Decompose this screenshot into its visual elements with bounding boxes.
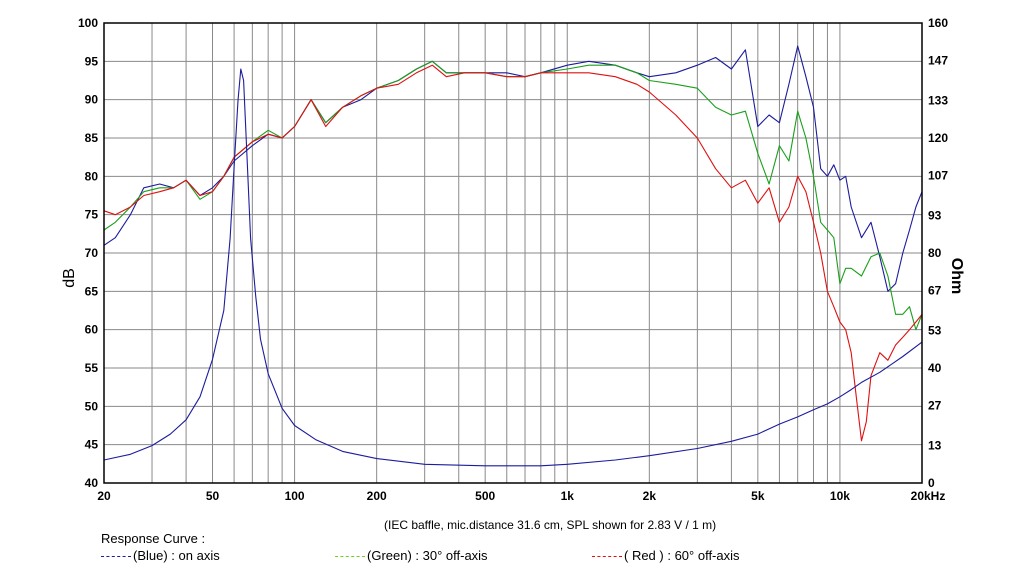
grid — [103, 22, 923, 484]
legend-label-red: ( Red ) : 60° off-axis — [624, 548, 740, 563]
impedance-curve — [103, 68, 923, 467]
right-tick-label: 80 — [928, 246, 942, 260]
x-tick-label: 10k — [830, 489, 850, 503]
left-tick-label: 75 — [85, 208, 99, 222]
right-tick-label: 107 — [928, 168, 948, 182]
response-curve-2 — [103, 64, 923, 442]
legend-label-blue: (Blue) : on axis — [133, 548, 220, 563]
x-tick-label: 500 — [475, 489, 495, 503]
left-tick-label: 95 — [85, 54, 99, 68]
x-tick-label: 200 — [367, 489, 387, 503]
right-tick-label: 160 — [928, 16, 948, 30]
left-tick-label: 40 — [85, 476, 99, 490]
measurement-caption: (IEC baffle, mic.distance 31.6 cm, SPL s… — [384, 518, 717, 532]
x-tick-label: 20 — [97, 489, 111, 503]
legend-item-red: ( Red ) : 60° off-axis — [592, 548, 740, 563]
right-tick-label: 27 — [928, 398, 942, 412]
tick-labels: 100 95 90 85 80 75 70 65 60 55 50 45 40 160 147 133 120 1… — [78, 16, 948, 503]
left-tick-label: 55 — [85, 361, 99, 375]
left-tick-label: 100 — [78, 16, 98, 30]
x-tick-label: 1k — [561, 489, 575, 503]
legend-swatch-green — [335, 556, 365, 558]
right-tick-label: 0 — [928, 476, 935, 490]
legend-swatch-blue — [101, 556, 131, 558]
right-tick-label: 67 — [928, 283, 942, 297]
left-tick-label: 90 — [85, 93, 99, 107]
right-tick-label: 93 — [928, 209, 942, 223]
right-axis-title: Ohm — [948, 258, 965, 294]
legend-item-green: (Green) : 30° off-axis — [335, 548, 488, 563]
left-tick-label: 60 — [85, 323, 99, 337]
left-tick-label: 50 — [85, 399, 99, 413]
right-tick-label: 53 — [928, 324, 942, 338]
right-tick-label: 13 — [928, 439, 942, 453]
x-tick-label: 50 — [206, 489, 220, 503]
left-tick-label: 80 — [85, 169, 99, 183]
curves — [103, 45, 923, 484]
plot-border — [103, 22, 923, 484]
left-tick-label: 85 — [85, 131, 99, 145]
left-tick-label: 65 — [85, 284, 99, 298]
x-tick-label: 100 — [285, 489, 305, 503]
right-tick-label: 120 — [928, 131, 948, 145]
right-tick-label: 133 — [928, 94, 948, 108]
x-tick-label: 20kHz — [911, 489, 946, 503]
legend-item-blue: (Blue) : on axis — [101, 548, 220, 563]
x-tick-label: 5k — [751, 489, 765, 503]
right-tick-label: 147 — [928, 53, 948, 67]
legend-title: Response Curve : — [101, 531, 206, 546]
left-tick-label: 70 — [85, 246, 99, 260]
legend-swatch-red — [592, 556, 622, 558]
legend-label-green: (Green) : 30° off-axis — [367, 548, 488, 563]
right-tick-label: 40 — [928, 361, 942, 375]
x-tick-label: 2k — [643, 489, 657, 503]
left-tick-label: 45 — [85, 438, 99, 452]
left-axis-title: dB — [61, 268, 78, 288]
